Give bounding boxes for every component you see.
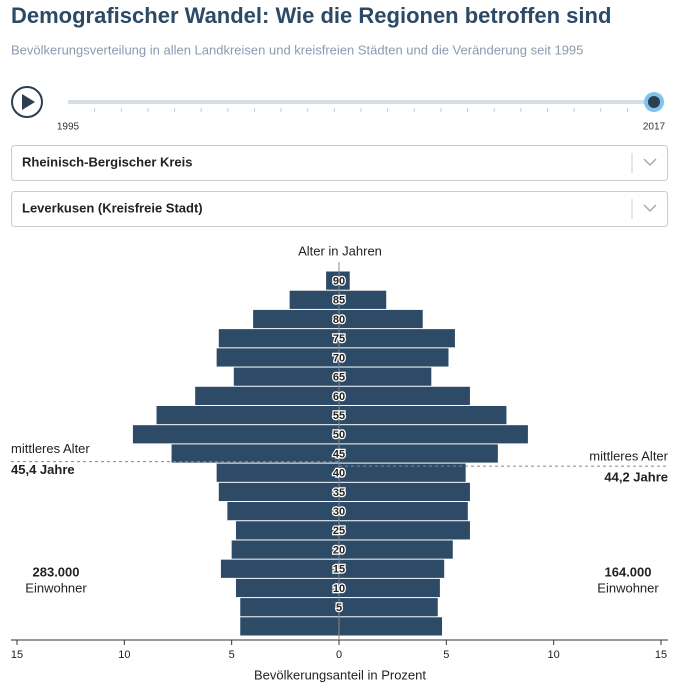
age-label: 5 bbox=[336, 602, 342, 614]
population-unit: Einwohner bbox=[25, 580, 87, 595]
bar bbox=[339, 271, 350, 290]
slider-end: 2017 bbox=[643, 122, 666, 133]
age-label: 60 bbox=[333, 391, 345, 403]
bar bbox=[240, 617, 339, 636]
age-label: 40 bbox=[333, 468, 345, 480]
x-tick-label: 15 bbox=[11, 649, 23, 661]
slider-thumb[interactable] bbox=[648, 96, 660, 108]
bar bbox=[253, 309, 339, 329]
bar bbox=[339, 578, 440, 598]
bar bbox=[339, 502, 468, 521]
bar bbox=[233, 367, 339, 386]
age-label: 70 bbox=[333, 352, 345, 364]
x-tick-label: 15 bbox=[655, 649, 667, 661]
age-label: 85 bbox=[333, 295, 345, 307]
bar bbox=[289, 290, 339, 309]
bar bbox=[339, 444, 498, 463]
dropdown-chevron[interactable] bbox=[643, 158, 657, 167]
bar bbox=[339, 290, 387, 309]
bar bbox=[195, 386, 339, 405]
slider-ticks bbox=[94, 108, 655, 112]
bar bbox=[156, 405, 339, 425]
bar bbox=[220, 559, 339, 578]
population-unit: Einwohner bbox=[597, 580, 659, 595]
age-label: 10 bbox=[333, 583, 345, 595]
dropdown-text[interactable]: Rheinisch-Bergischer Kreis bbox=[22, 154, 193, 169]
dropdown-text[interactable]: Leverkusen (Kreisfreie Stadt) bbox=[22, 200, 203, 215]
x-tick-label: 5 bbox=[229, 649, 235, 661]
bar bbox=[235, 521, 339, 540]
bar bbox=[218, 329, 339, 348]
x-tick-label: 10 bbox=[548, 649, 560, 661]
bar bbox=[339, 309, 423, 329]
bar bbox=[339, 521, 470, 540]
bar bbox=[227, 502, 339, 521]
bar bbox=[339, 425, 528, 444]
age-label: 30 bbox=[333, 506, 345, 518]
x-axis-label: Bevölkerungsanteil in Prozent bbox=[254, 667, 426, 682]
subtitle: Bevölkerungsverteilung in allen Landkrei… bbox=[11, 42, 583, 57]
median-title: mittleres Alter bbox=[11, 441, 90, 456]
bar bbox=[339, 463, 466, 482]
age-label: 50 bbox=[333, 429, 345, 441]
bar bbox=[339, 598, 438, 617]
age-label: 55 bbox=[333, 410, 345, 422]
bar bbox=[216, 463, 339, 482]
population-value: 283.000 bbox=[33, 564, 80, 579]
bar bbox=[132, 425, 339, 444]
bar bbox=[216, 348, 339, 367]
age-label: 80 bbox=[333, 314, 345, 326]
dropdown-box[interactable] bbox=[11, 191, 668, 227]
age-label: 90 bbox=[333, 276, 345, 288]
bar bbox=[339, 329, 455, 348]
play-icon[interactable] bbox=[22, 94, 35, 110]
bar bbox=[339, 540, 453, 559]
age-label: 45 bbox=[333, 448, 345, 460]
bar bbox=[339, 386, 470, 405]
x-tick-label: 5 bbox=[443, 649, 449, 661]
population-value: 164.000 bbox=[605, 564, 652, 579]
age-label: 15 bbox=[333, 564, 345, 576]
bar bbox=[339, 482, 470, 502]
dropdown-box[interactable] bbox=[11, 145, 668, 181]
age-label: 25 bbox=[333, 525, 345, 537]
age-label: 75 bbox=[333, 333, 345, 345]
dropdown[interactable]: Rheinisch-Bergischer Kreis bbox=[11, 145, 668, 181]
bar bbox=[235, 578, 339, 598]
median-title: mittleres Alter bbox=[589, 449, 668, 464]
y-axis-label: Alter in Jahren bbox=[298, 243, 382, 258]
bar bbox=[326, 271, 339, 290]
bar bbox=[231, 540, 339, 559]
x-tick-label: 10 bbox=[118, 649, 130, 661]
bar bbox=[339, 348, 449, 367]
age-label: 65 bbox=[333, 372, 345, 384]
bar bbox=[339, 367, 432, 386]
x-tick-label: 0 bbox=[336, 649, 342, 661]
bar bbox=[218, 482, 339, 502]
bar bbox=[171, 444, 339, 463]
slider-start: 1995 bbox=[57, 122, 80, 133]
median-value: 44,2 Jahre bbox=[604, 470, 668, 485]
bar bbox=[339, 617, 443, 636]
median-value: 45,4 Jahre bbox=[11, 462, 75, 477]
dropdown-chevron[interactable] bbox=[643, 204, 657, 213]
bar bbox=[339, 405, 507, 425]
bar bbox=[339, 559, 445, 578]
age-label: 20 bbox=[333, 544, 345, 556]
bar bbox=[240, 598, 339, 617]
title: Demografischer Wandel: Wie die Regionen … bbox=[11, 3, 611, 28]
pyramid-chart: 15 10 5 0 5 10 1551015202530354045505560657075… bbox=[11, 262, 669, 661]
age-label: 35 bbox=[333, 487, 345, 499]
dropdown[interactable]: Leverkusen (Kreisfreie Stadt) bbox=[11, 191, 668, 227]
play-button[interactable] bbox=[11, 86, 43, 118]
